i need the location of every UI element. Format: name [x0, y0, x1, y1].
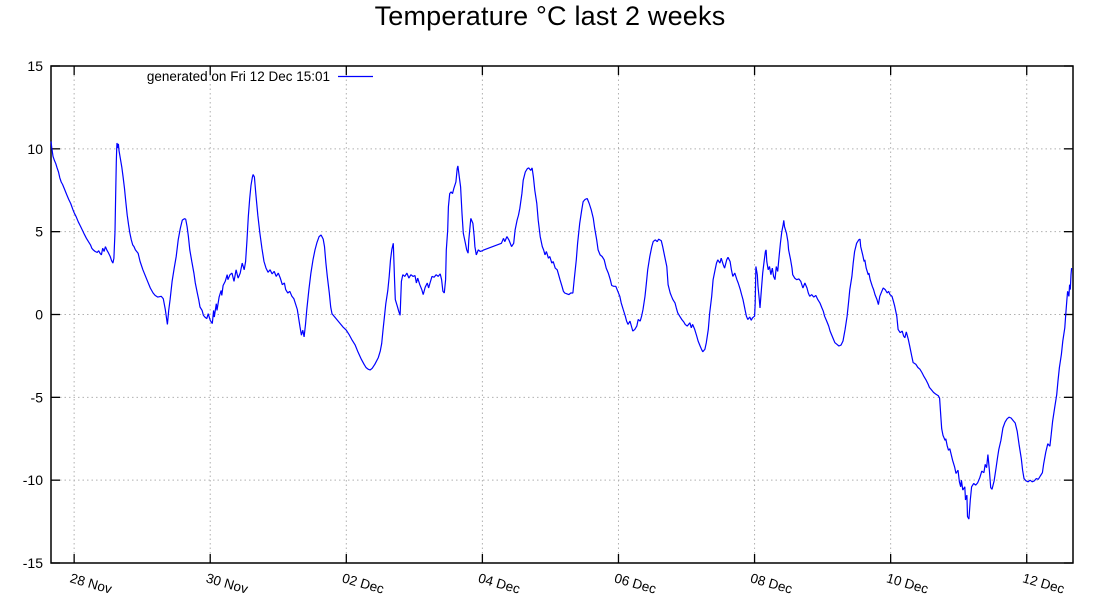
x-tick-label: 12 Dec — [1021, 570, 1066, 596]
y-tick-label: -5 — [31, 389, 44, 405]
chart-title: Temperature °C last 2 weeks — [374, 1, 726, 31]
plot-frame — [50, 65, 1074, 564]
x-tick-label: 06 Dec — [613, 570, 658, 596]
x-tick-label: 28 Nov — [68, 570, 113, 596]
x-tick-label: 08 Dec — [749, 570, 794, 596]
y-tick-label: 0 — [35, 307, 43, 323]
y-tick-label: -15 — [23, 555, 43, 571]
x-tick-label: 10 Dec — [885, 570, 930, 596]
y-tick-label: 10 — [27, 141, 43, 157]
temperature-series-line — [50, 141, 1073, 520]
x-tick-label: 04 Dec — [477, 570, 522, 596]
y-tick-label: 15 — [27, 58, 43, 74]
y-tick-label: 5 — [35, 224, 43, 240]
legend-label: generated on Fri 12 Dec 15:01 — [147, 69, 330, 84]
x-tick-label: 30 Nov — [204, 570, 249, 596]
y-tick-label: -10 — [23, 472, 43, 488]
x-tick-label: 02 Dec — [340, 570, 385, 596]
